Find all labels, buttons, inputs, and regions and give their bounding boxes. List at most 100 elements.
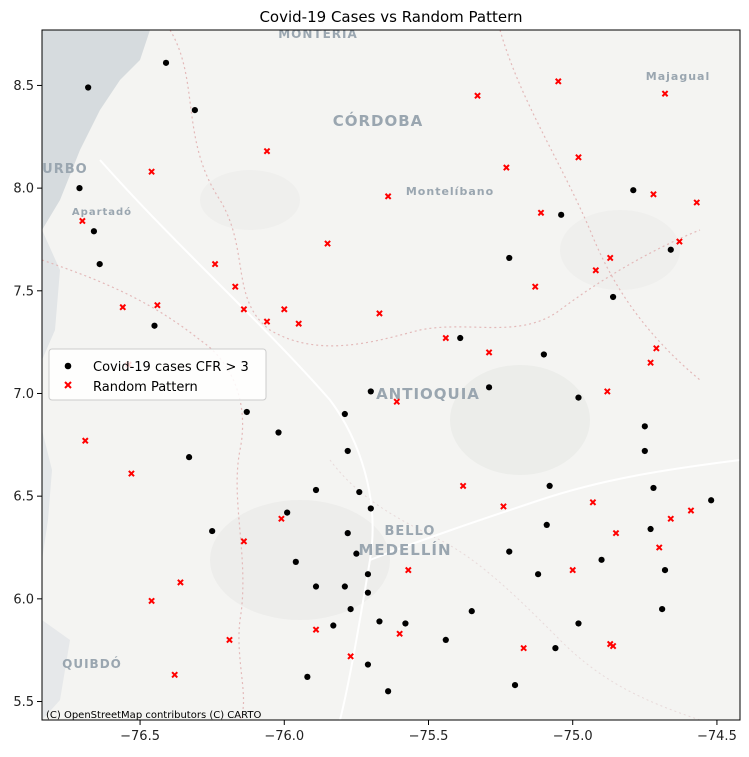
random-point: [687, 507, 695, 514]
y-tick-label: 8.5: [13, 79, 34, 94]
random-point: [459, 482, 467, 490]
random-point: [503, 164, 510, 171]
case-point: [641, 423, 648, 430]
case-point: [209, 527, 216, 535]
case-point: [312, 486, 320, 494]
random-point: [384, 193, 392, 200]
case-point: [647, 525, 654, 533]
case-point: [341, 410, 348, 418]
case-point: [243, 408, 250, 416]
case-point: [151, 322, 158, 329]
basemap-label: QUIBDÓ: [62, 656, 122, 671]
basemap-label: Majagual: [646, 70, 710, 83]
y-tick-label: 6.5: [13, 490, 34, 505]
case-point: [367, 388, 374, 395]
random-point: [575, 154, 582, 161]
random-point: [485, 349, 493, 356]
legend-box: [48, 348, 267, 401]
basemap-label: ANTIOQUIA: [376, 385, 480, 403]
case-point: [534, 571, 542, 578]
random-point: [592, 266, 600, 274]
case-point: [402, 620, 409, 627]
y-tick-label: 8.0: [13, 182, 34, 197]
case-point: [364, 571, 372, 578]
case-point: [650, 484, 657, 492]
case-point: [364, 589, 372, 596]
chart-title: Covid-19 Cases vs Random Pattern: [259, 8, 522, 26]
random-point: [653, 344, 660, 352]
legend-label-cases: Covid-19 cases CFR > 3: [93, 360, 249, 375]
random-point: [148, 597, 155, 605]
legend-label-random: Random Pattern: [93, 380, 198, 395]
case-point: [312, 583, 320, 590]
random-point: [376, 310, 383, 317]
case-point: [376, 618, 383, 625]
x-tick-label: −75.5: [409, 729, 449, 744]
basemap-label: Montelíbano: [406, 185, 494, 198]
y-tick-label: 5.5: [13, 695, 34, 710]
random-point: [240, 305, 248, 313]
case-point: [659, 606, 666, 613]
case-point: [367, 505, 374, 512]
legend-marker-random: [64, 381, 72, 389]
case-point: [630, 187, 637, 194]
y-tick-label: 7.0: [13, 387, 34, 402]
random-point: [589, 499, 597, 506]
random-point: [537, 209, 545, 217]
case-point: [543, 521, 550, 529]
basemap-label: Apartadó: [72, 206, 132, 218]
case-point: [85, 84, 92, 91]
case-point: [364, 661, 372, 668]
case-point: [304, 673, 311, 680]
random-point: [554, 78, 562, 85]
case-point: [275, 429, 282, 436]
random-point: [650, 190, 657, 198]
random-point: [609, 642, 617, 650]
case-point: [511, 681, 519, 689]
case-point: [185, 454, 193, 461]
case-point: [90, 228, 98, 235]
case-point: [76, 185, 83, 192]
random-point: [263, 147, 271, 155]
random-point: [148, 168, 155, 176]
basemap-label: TURBO: [32, 162, 87, 177]
x-tick-label: −75.0: [553, 729, 593, 744]
case-point: [506, 254, 513, 262]
random-point: [396, 630, 403, 638]
random-point: [347, 653, 354, 660]
basemap-label: MEDELLÍN: [358, 540, 451, 559]
random-point: [612, 529, 620, 537]
random-point: [655, 544, 663, 551]
random-point: [128, 470, 135, 477]
case-point: [344, 447, 351, 455]
case-point: [457, 334, 464, 342]
random-point: [280, 305, 288, 313]
case-point: [356, 488, 363, 496]
case-point: [598, 556, 605, 563]
random-point: [604, 388, 611, 395]
case-point: [609, 293, 617, 301]
case-point: [330, 622, 337, 629]
random-point: [171, 671, 178, 679]
case-point: [641, 447, 648, 455]
case-point: [661, 566, 669, 574]
x-axis: −76.5 −76.0 −75.5 −75.0 −74.5: [120, 720, 737, 744]
random-point: [500, 503, 507, 510]
y-axis: 5.5 6.0 6.5 7.0 7.5 8.0 8.5: [13, 79, 42, 710]
case-point: [468, 608, 475, 615]
random-point: [240, 538, 248, 545]
basemap-labels: MONTERÍA CÓRDOBA Majagual TURBO Montelíbano A…: [32, 30, 710, 671]
random-point: [606, 254, 614, 262]
random-point: [79, 217, 86, 225]
case-point: [353, 550, 360, 557]
legend-marker-cases: [64, 362, 72, 370]
case-point: [385, 688, 392, 695]
random-point: [295, 320, 303, 327]
case-point: [442, 636, 449, 644]
random-point: [647, 359, 654, 366]
random-point: [661, 90, 669, 97]
attribution-text: (C) OpenStreetMap contributors (C) CARTO: [46, 710, 261, 721]
axes-frame: [41, 29, 741, 721]
random-point: [154, 301, 161, 309]
case-point: [96, 261, 103, 268]
